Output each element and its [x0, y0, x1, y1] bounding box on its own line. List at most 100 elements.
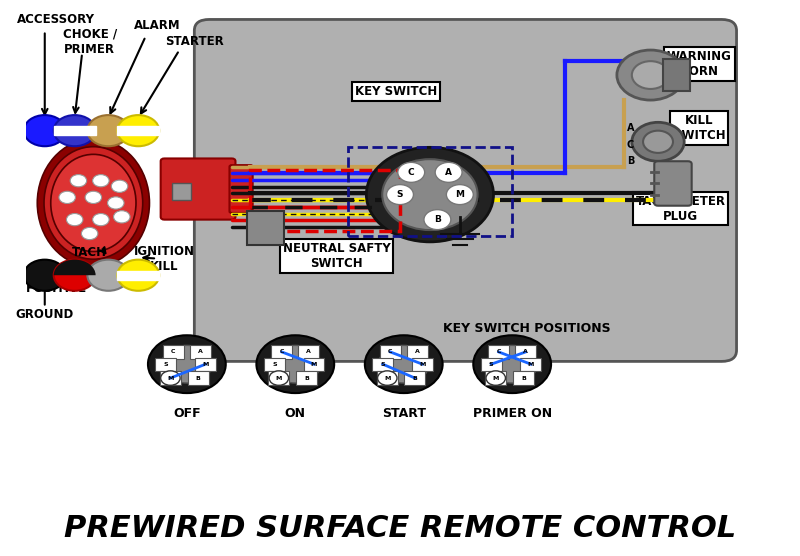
Wedge shape [54, 260, 96, 275]
Text: A: A [198, 350, 202, 354]
Text: M: M [419, 362, 426, 366]
Text: IGNITION
KILL: IGNITION KILL [134, 245, 195, 272]
FancyBboxPatch shape [161, 158, 235, 220]
Circle shape [474, 335, 551, 393]
Text: M: M [276, 376, 282, 380]
Text: M: M [311, 362, 317, 366]
Bar [188, 371, 209, 385]
Text: M: M [202, 362, 209, 366]
Circle shape [87, 260, 130, 291]
Bar [515, 345, 536, 359]
Text: B: B [413, 376, 418, 380]
Circle shape [617, 50, 684, 100]
Text: BATTERY
POSITIVE: BATTERY POSITIVE [26, 267, 86, 295]
Circle shape [111, 180, 128, 192]
Bar [54, 126, 96, 135]
Text: STARTER: STARTER [165, 35, 224, 48]
Bar [513, 371, 534, 385]
Bar [268, 371, 290, 385]
Text: B: B [304, 376, 309, 380]
Text: TACHOMETER
PLUG: TACHOMETER PLUG [635, 195, 726, 222]
Text: OFF: OFF [173, 407, 201, 420]
Text: PREWIRED SURFACE REMOTE CONTROL: PREWIRED SURFACE REMOTE CONTROL [64, 514, 736, 543]
Text: ALARM: ALARM [134, 18, 180, 32]
Text: KEY SWITCH POSITIONS: KEY SWITCH POSITIONS [443, 321, 611, 335]
Circle shape [114, 211, 130, 223]
Text: S: S [489, 362, 494, 366]
Text: C: C [279, 350, 284, 354]
Circle shape [643, 131, 673, 153]
Text: B: B [626, 156, 634, 166]
Circle shape [257, 335, 334, 393]
Bar [521, 358, 542, 371]
FancyBboxPatch shape [246, 211, 284, 245]
Circle shape [424, 210, 451, 230]
Text: B: B [434, 215, 441, 224]
Circle shape [632, 61, 670, 89]
Circle shape [148, 335, 226, 393]
Bar [298, 345, 319, 359]
Bar [118, 271, 159, 280]
FancyBboxPatch shape [230, 165, 253, 213]
FancyBboxPatch shape [194, 19, 737, 361]
Text: CHOKE /
PRIMER: CHOKE / PRIMER [62, 28, 117, 56]
Bar [303, 358, 325, 371]
Text: WARNING
HORN: WARNING HORN [666, 50, 731, 78]
Text: M: M [528, 362, 534, 366]
Bar [118, 126, 159, 135]
Bar [380, 345, 401, 359]
Circle shape [487, 345, 538, 383]
Text: M: M [493, 376, 499, 380]
Circle shape [82, 227, 98, 240]
Circle shape [118, 260, 159, 291]
Text: B: B [521, 376, 526, 380]
Bar [377, 371, 398, 385]
Bar [163, 345, 184, 359]
Bar [488, 345, 509, 359]
Circle shape [378, 371, 397, 385]
Circle shape [66, 214, 83, 226]
Bar [160, 371, 181, 385]
Text: ACCESSORY: ACCESSORY [17, 13, 95, 26]
Text: S: S [381, 362, 385, 366]
Circle shape [435, 162, 462, 182]
Text: A: A [523, 350, 528, 354]
Circle shape [270, 345, 321, 383]
Bar [172, 183, 190, 200]
Bar [406, 345, 428, 359]
Text: C: C [388, 350, 393, 354]
Text: START: START [382, 407, 426, 420]
Text: M: M [455, 190, 464, 199]
Circle shape [85, 191, 102, 203]
Text: A: A [306, 350, 311, 354]
Circle shape [446, 185, 474, 205]
Circle shape [269, 371, 289, 385]
Circle shape [398, 162, 425, 182]
Text: M: M [167, 376, 174, 380]
Circle shape [366, 147, 494, 242]
Text: KILL
SWITCH: KILL SWITCH [673, 114, 726, 142]
Circle shape [632, 122, 684, 161]
Text: M: M [384, 376, 390, 380]
Ellipse shape [44, 147, 142, 259]
Bar [155, 358, 176, 371]
Circle shape [87, 115, 130, 146]
Text: C: C [626, 140, 634, 150]
Ellipse shape [38, 139, 150, 267]
Text: C: C [497, 350, 501, 354]
Circle shape [382, 159, 478, 230]
Circle shape [24, 260, 66, 291]
Bar [271, 345, 292, 359]
Circle shape [93, 175, 109, 187]
Text: A: A [445, 168, 452, 177]
Text: PRIMER ON: PRIMER ON [473, 407, 552, 420]
Bar [296, 371, 317, 385]
Bar [486, 371, 506, 385]
Text: C: C [408, 168, 414, 177]
Text: S: S [164, 362, 168, 366]
Text: B: B [196, 376, 201, 380]
Text: A: A [626, 123, 634, 133]
Circle shape [54, 115, 96, 146]
Text: C: C [171, 350, 176, 354]
Text: ON: ON [285, 407, 306, 420]
